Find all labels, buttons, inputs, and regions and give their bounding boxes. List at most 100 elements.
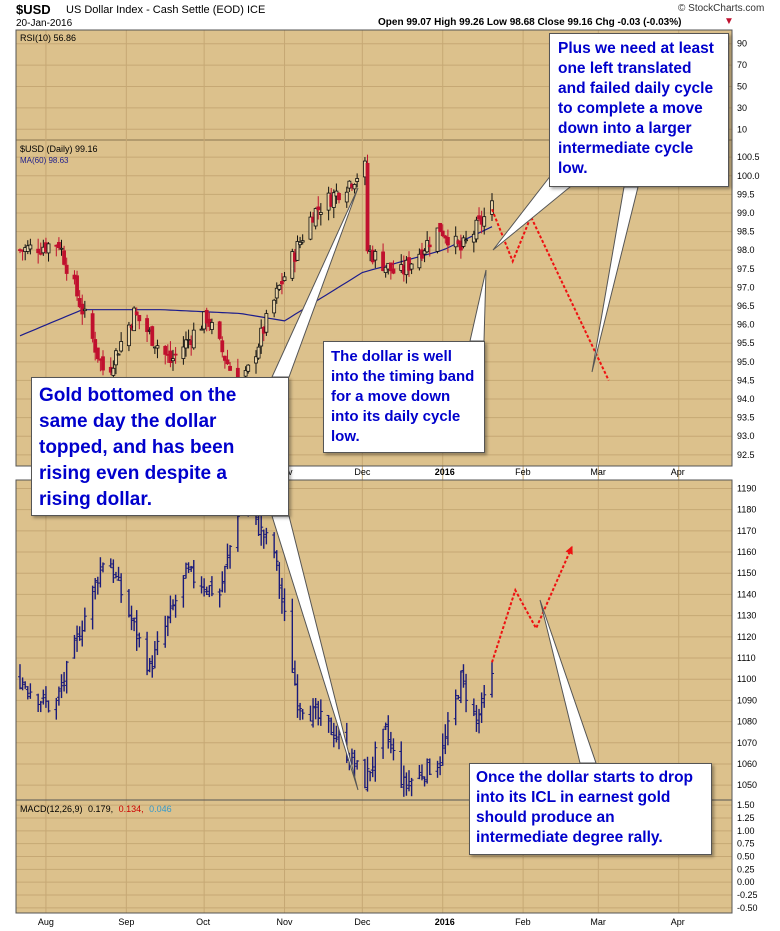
macd-tick-label: 1.00 xyxy=(737,826,755,836)
gold-projection-line xyxy=(491,545,574,663)
gold-tick-label: 1080 xyxy=(737,717,757,727)
ma60-layer xyxy=(19,226,493,337)
usd-candle-body xyxy=(95,347,100,360)
x-tick-label-bottom: Dec xyxy=(354,917,371,927)
macd-legend: MACD(12,26,9) 0.179, 0.134, 0.046 xyxy=(20,804,172,814)
ma60-line xyxy=(19,226,493,337)
ma-legend: MA(60) 98.63 xyxy=(20,156,69,165)
macd-tick-label: 0.75 xyxy=(737,839,755,849)
usd-candle-body xyxy=(163,345,168,355)
usd-candle-body xyxy=(383,266,388,274)
usd-tick-label: 99.5 xyxy=(737,189,755,199)
pointer-gold-bottom-gold xyxy=(271,515,359,791)
macd-tick-label: 0.50 xyxy=(737,852,755,862)
usd-candle-body xyxy=(127,324,131,347)
usd-candle-body xyxy=(46,243,51,254)
macd-tick-label: -0.25 xyxy=(737,890,758,900)
usd-tick-label: 92.5 xyxy=(737,450,755,460)
rsi-tick-label: 70 xyxy=(737,60,747,70)
usd-candle-body xyxy=(114,350,118,366)
gold-tick-label: 1100 xyxy=(737,674,756,684)
x-tick-label-bottom: Sep xyxy=(118,917,134,927)
usd-candle-body xyxy=(145,318,149,333)
rsi-tick-label: 50 xyxy=(737,82,747,92)
gold-bars xyxy=(18,486,494,797)
usd-candle-body xyxy=(155,345,160,349)
usd-tick-label: 98.5 xyxy=(737,227,755,237)
usd-candle-body xyxy=(308,216,313,240)
usd-tick-label: 93.0 xyxy=(737,431,755,441)
usd-tick-label: 94.5 xyxy=(737,375,755,385)
usd-candle-body xyxy=(75,275,79,297)
x-tick-label-bottom: Aug xyxy=(38,917,54,927)
usd-candle-body xyxy=(344,191,349,203)
macd-value-2: 0.134, xyxy=(119,804,144,814)
usd-candle-body xyxy=(186,339,191,341)
usd-tick-label: 96.5 xyxy=(737,301,755,311)
usd-candle-body xyxy=(482,216,487,227)
gold-tick-label: 1070 xyxy=(737,738,757,748)
usd-tick-label: 93.5 xyxy=(737,413,755,423)
usd-candle-body xyxy=(28,244,33,250)
macd-panel-frame xyxy=(15,799,733,914)
usd-tick-label: 96.0 xyxy=(737,320,755,330)
usd-candle-body xyxy=(225,359,230,365)
usd-candle-body xyxy=(38,252,43,255)
usd-candle-body xyxy=(443,235,448,239)
usd-candle-body xyxy=(490,200,494,215)
usd-candle-body xyxy=(316,206,321,211)
usd-candle-body xyxy=(259,327,264,347)
usd-candle-body xyxy=(59,247,64,250)
annotation-icl: Once the dollar starts to drop into its … xyxy=(469,763,712,855)
usd-candle-body xyxy=(355,178,360,182)
annotation-timing-band: The dollar is well into the timing band … xyxy=(323,341,485,453)
usd-candle-body xyxy=(440,230,445,237)
usd-projection-line xyxy=(491,208,610,381)
rsi-tick-label: 10 xyxy=(737,124,747,134)
rsi-tick-label: 30 xyxy=(737,103,747,113)
usd-candle-body xyxy=(427,244,432,248)
usd-tick-label: 95.5 xyxy=(737,338,755,348)
gold-tick-label: 1050 xyxy=(737,780,757,790)
gold-tick-label: 1130 xyxy=(737,611,756,621)
usd-candle-body xyxy=(132,307,137,332)
usd-tick-label: 97.5 xyxy=(737,264,755,274)
x-tick-label-bottom: Oct xyxy=(196,917,211,927)
usd-tick-label: 100.0 xyxy=(737,171,760,181)
usd-candle-body xyxy=(318,212,323,215)
usd-candle-body xyxy=(464,239,468,242)
macd-tick-label: -0.50 xyxy=(737,903,758,913)
usd-candle-body xyxy=(282,276,287,281)
usd-candle-body xyxy=(417,253,422,269)
usd-candle-body xyxy=(272,299,277,314)
usd-candle-body xyxy=(93,339,98,353)
usd-candle-body xyxy=(90,313,95,339)
usd-candle-body xyxy=(228,365,232,371)
usd-candle-body xyxy=(220,340,225,353)
usd-candle-body xyxy=(57,242,61,249)
macd-tick-label: 1.50 xyxy=(737,800,755,810)
usd-candle-body xyxy=(111,367,116,376)
usd-candle-body xyxy=(461,237,466,247)
usd-candle-body xyxy=(388,262,393,272)
usd-candle-body xyxy=(204,309,209,324)
usd-candle-body xyxy=(446,237,450,246)
gold-tick-label: 1140 xyxy=(737,589,756,599)
usd-candle-body xyxy=(474,219,479,240)
gold-tick-label: 1160 xyxy=(737,547,756,557)
usd-candle-body xyxy=(119,341,124,352)
usd-candle-body xyxy=(137,314,142,322)
usd-tick-label: 99.0 xyxy=(737,208,755,218)
usd-tick-label: 94.0 xyxy=(737,394,755,404)
usd-legend: $USD (Daily) 99.16 xyxy=(20,144,98,154)
macd-value-3: 0.046 xyxy=(149,804,172,814)
usd-candle-body xyxy=(171,358,175,362)
usd-candle-body xyxy=(422,250,427,255)
usd-tick-label: 95.0 xyxy=(737,357,755,367)
axes: AugAugSepSepOctOctNovNovDecDec20162016Fe… xyxy=(38,39,760,927)
gold-tick-label: 1170 xyxy=(737,526,756,536)
macd-value-1: 0.179, xyxy=(88,804,113,814)
usd-candle-body xyxy=(77,298,82,308)
usd-tick-label: 98.0 xyxy=(737,245,755,255)
usd-candle-body xyxy=(313,208,318,227)
